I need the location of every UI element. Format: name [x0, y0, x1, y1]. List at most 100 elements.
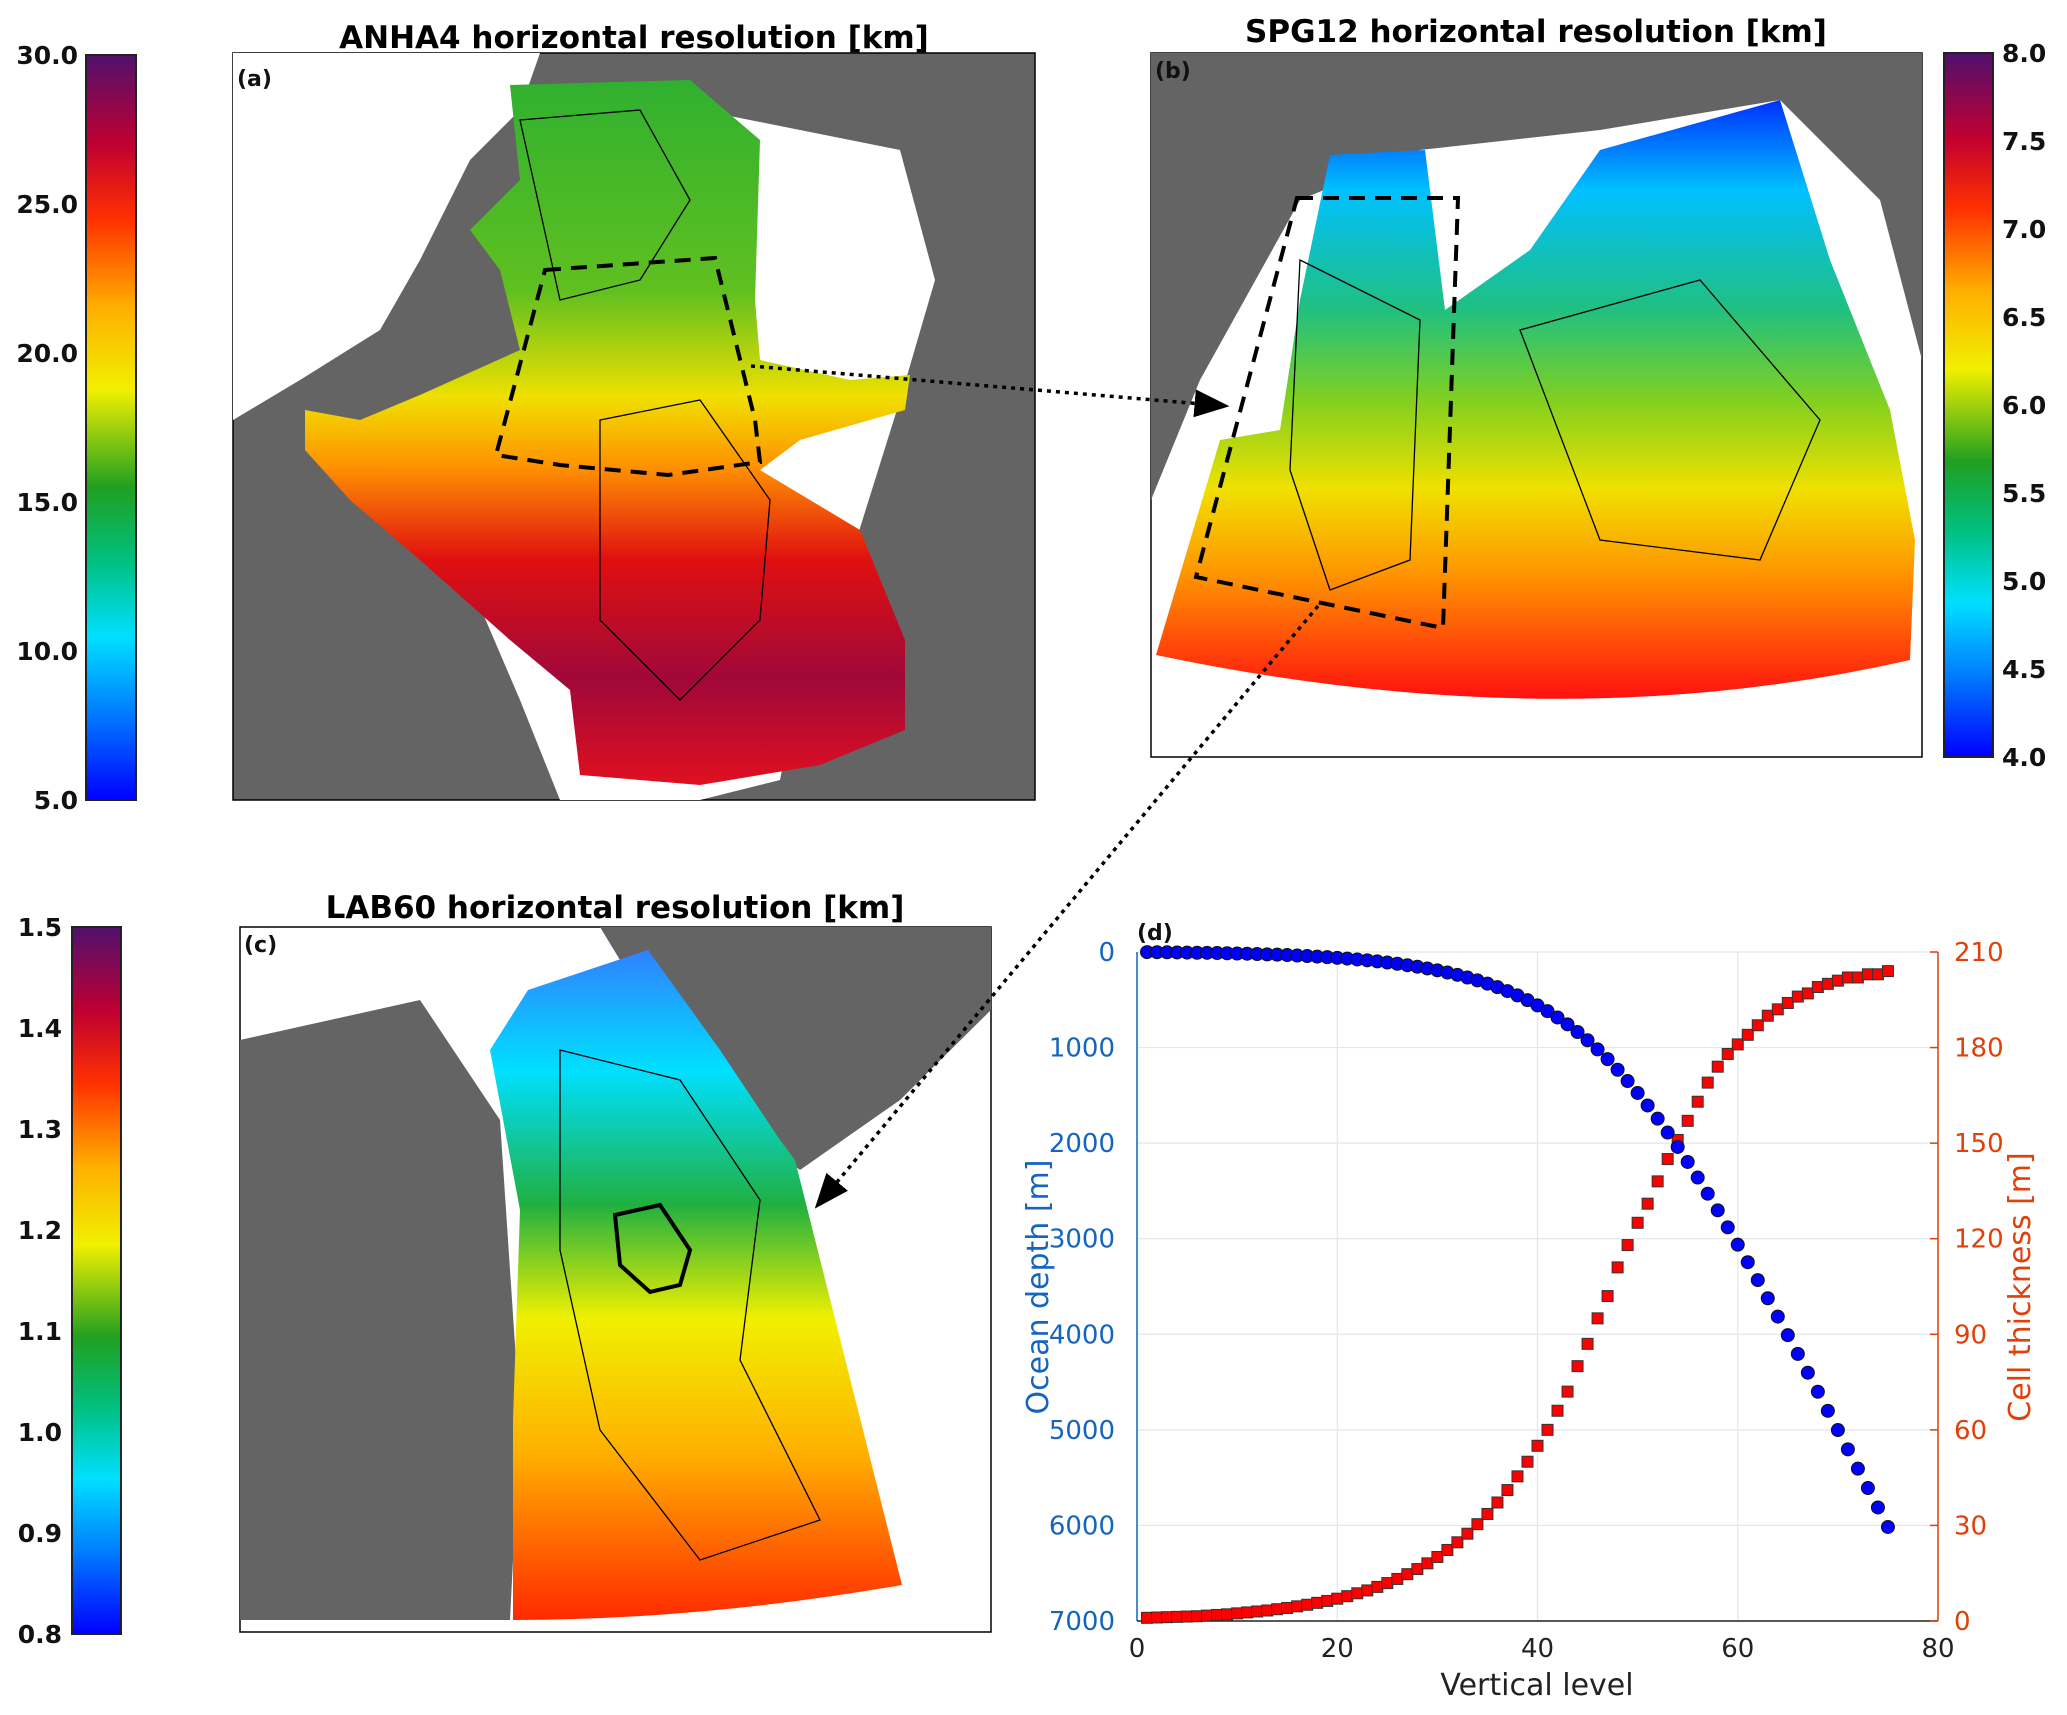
thickness-point: [1191, 1610, 1204, 1623]
depth-point: [1690, 1170, 1705, 1185]
thickness-point: [1601, 1290, 1614, 1303]
depth-point: [1550, 1010, 1565, 1025]
thickness-point: [1641, 1197, 1654, 1210]
y-left-tick-label: 0: [1098, 938, 1115, 968]
convection-region: [612, 1202, 693, 1295]
thickness-point: [1861, 968, 1874, 981]
depth-point: [1830, 1423, 1845, 1438]
depth-point: [1660, 1125, 1675, 1140]
panel-d-label: (d): [1137, 921, 1173, 946]
thickness-point: [1321, 1594, 1334, 1607]
thickness-point: [1361, 1584, 1374, 1597]
colorbar-a: 30.0 25.0 20.0 15.0 10.0 5.0: [16, 41, 137, 815]
thickness-point: [1521, 1455, 1534, 1468]
thickness-point: [1871, 968, 1884, 981]
thickness-point: [1541, 1423, 1554, 1436]
thickness-point: [1431, 1550, 1444, 1563]
ocean-domain-c: [490, 950, 902, 1620]
y-right-tick-label: 0: [1954, 1607, 1971, 1637]
depth-point: [1670, 1139, 1685, 1154]
y-left-tick-label: 1000: [1049, 1034, 1115, 1064]
arrow-a-to-b: [750, 364, 1230, 418]
colorbar-tick-label: 1.3: [18, 1115, 62, 1144]
y-right-tick-label: 30: [1954, 1511, 1987, 1541]
colorbar-tick-label: 5.0: [2002, 567, 2046, 596]
map-panel-b: SPG12 horizontal resolution [km] (b): [1150, 14, 1923, 758]
panel-c-title: LAB60 horizontal resolution [km]: [326, 890, 905, 926]
thickness-point: [1531, 1439, 1544, 1452]
y-right-tick-label: 210: [1954, 938, 2004, 968]
thickness-point: [1711, 1060, 1724, 1073]
depth-point: [1770, 1309, 1785, 1324]
colorbar-tick-label: 4.0: [2002, 743, 2046, 772]
depth-point: [1810, 1384, 1825, 1399]
x-axis-label: Vertical level: [1440, 1668, 1633, 1703]
colorbar-tick-label: 1.2: [18, 1216, 62, 1245]
thickness-point: [1381, 1577, 1394, 1590]
thickness-point: [1801, 987, 1814, 1000]
thickness-point: [1741, 1028, 1754, 1041]
thickness-point: [1251, 1605, 1264, 1618]
depth-point: [1790, 1346, 1805, 1361]
thickness-point: [1631, 1216, 1644, 1229]
thickness-point: [1421, 1557, 1434, 1570]
depth-point: [1870, 1500, 1885, 1515]
y-left-tick-label: 6000: [1049, 1511, 1115, 1541]
thickness-point: [1411, 1563, 1424, 1576]
depth-point: [1780, 1328, 1795, 1343]
depth-point: [1570, 1024, 1585, 1039]
panel-a-label: (a): [237, 67, 272, 92]
depth-point: [1600, 1052, 1615, 1067]
depth-point: [1680, 1154, 1695, 1169]
depth-point: [1760, 1291, 1775, 1306]
colorbar-tick-label: 25.0: [16, 190, 78, 219]
thickness-point: [1161, 1611, 1174, 1624]
thickness-point: [1261, 1604, 1274, 1617]
thickness-point: [1141, 1611, 1154, 1624]
thickness-point: [1181, 1610, 1194, 1623]
thickness-point: [1221, 1608, 1234, 1621]
colorbar-tick-label: 1.4: [18, 1014, 62, 1043]
depth-point: [1800, 1365, 1815, 1380]
colorbar-tick-label: 7.0: [2002, 215, 2046, 244]
thickness-point: [1731, 1038, 1744, 1051]
colorbar-tick-label: 1.5: [18, 913, 62, 942]
depth-point: [1610, 1062, 1625, 1077]
thickness-point: [1211, 1608, 1224, 1621]
colorbar-tick-label: 8.0: [2002, 39, 2046, 68]
panel-b-label: (b): [1155, 59, 1191, 84]
y-left-tick-label: 4000: [1049, 1320, 1115, 1350]
colorbar-tick-label: 20.0: [16, 339, 78, 368]
colorbar-tick-label: 4.5: [2002, 655, 2046, 684]
depth-point: [1750, 1273, 1765, 1288]
colorbar-tick-label: 6.0: [2002, 391, 2046, 420]
colorbar-tick-label: 6.5: [2002, 303, 2046, 332]
thickness-point: [1691, 1095, 1704, 1108]
thickness-point: [1511, 1470, 1524, 1483]
y-right-tick-label: 90: [1954, 1320, 1987, 1350]
thickness-point: [1451, 1536, 1464, 1549]
depth-point: [1730, 1237, 1745, 1252]
lab60-domain-box: [1193, 196, 1461, 631]
depth-point: [1580, 1033, 1595, 1048]
depth-point: [1640, 1098, 1655, 1113]
ocean-domain-b: [1156, 100, 1915, 699]
thickness-point: [1651, 1175, 1664, 1188]
depth-point: [1850, 1461, 1865, 1476]
colorbar-tick-label: 7.5: [2002, 127, 2046, 156]
spg12-domain-box: [493, 255, 763, 478]
y-left-axis-label: Ocean depth [m]: [1021, 1160, 1056, 1415]
thickness-point: [1851, 971, 1864, 984]
y-right-axis-label: Cell thickness [m]: [2003, 1152, 2038, 1422]
panel-c-label: (c): [244, 933, 277, 958]
colorbar-tick-label: 1.0: [18, 1418, 62, 1447]
thickness-point: [1151, 1611, 1164, 1624]
thickness-point: [1401, 1568, 1414, 1581]
x-tick-label: 20: [1321, 1634, 1354, 1664]
depth-point: [1620, 1074, 1635, 1089]
thickness-point: [1201, 1609, 1214, 1622]
thickness-point: [1621, 1239, 1634, 1252]
thickness-point: [1371, 1580, 1384, 1593]
thickness-point: [1341, 1590, 1354, 1603]
x-tick-label: 40: [1521, 1634, 1554, 1664]
